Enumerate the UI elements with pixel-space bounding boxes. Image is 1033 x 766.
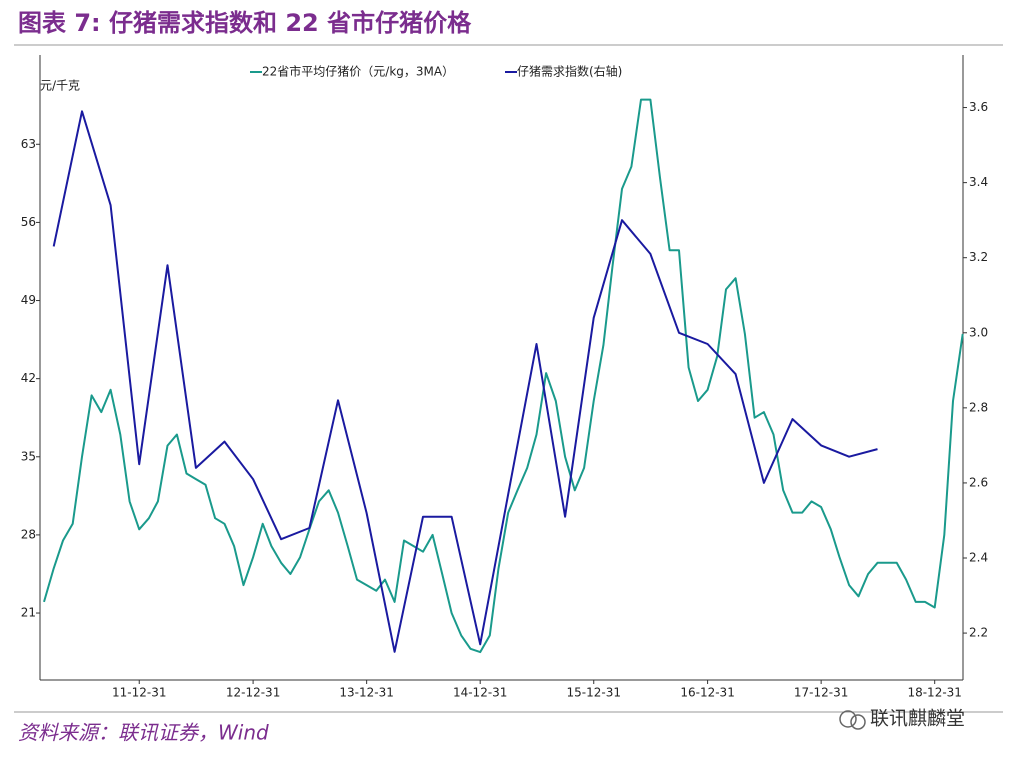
watermark-icon [839,710,866,730]
x-tick-label: 13-12-31 [339,686,393,700]
x-tick-label: 14-12-31 [453,686,507,700]
series-line [52,110,878,653]
legend-label: 仔猪需求指数(右轴) [517,64,622,79]
y-axis-label: 元/千克 [40,79,80,93]
legend-label: 22省市平均仔猪价（元/kg，3MA） [262,64,454,79]
y-tick-label: 56 [21,215,36,229]
y-tick-label: 42 [21,371,36,385]
x-tick-label: 15-12-31 [567,686,621,700]
y2-tick-label: 2.2 [969,626,988,640]
y2-tick-label: 2.8 [969,400,988,414]
source: 资料来源：联讯证券，Wind [18,721,269,745]
y-tick-label: 49 [21,293,36,307]
x-tick-label: 11-12-31 [112,686,166,700]
y2-tick-label: 3.0 [969,325,988,339]
x-tick-label: 18-12-31 [907,686,961,700]
x-tick-label: 17-12-31 [794,686,848,700]
x-tick-label: 16-12-31 [680,686,734,700]
chart-title: 图表 7: 仔猪需求指数和 22 省市仔猪价格 [18,9,472,37]
y-tick-label: 28 [21,527,36,541]
y-tick-label: 35 [21,449,36,463]
y2-tick-label: 2.4 [969,551,988,565]
y-tick-label: 63 [21,137,36,151]
x-tick-label: 12-12-31 [226,686,280,700]
y2-tick-label: 3.6 [969,100,988,114]
y2-tick-label: 3.2 [969,250,988,264]
watermark: 联讯麒麟堂 [870,708,965,730]
series-line [43,98,964,654]
y-tick-label: 21 [21,606,36,620]
y2-tick-label: 3.4 [969,175,988,189]
y2-tick-label: 2.6 [969,475,988,489]
